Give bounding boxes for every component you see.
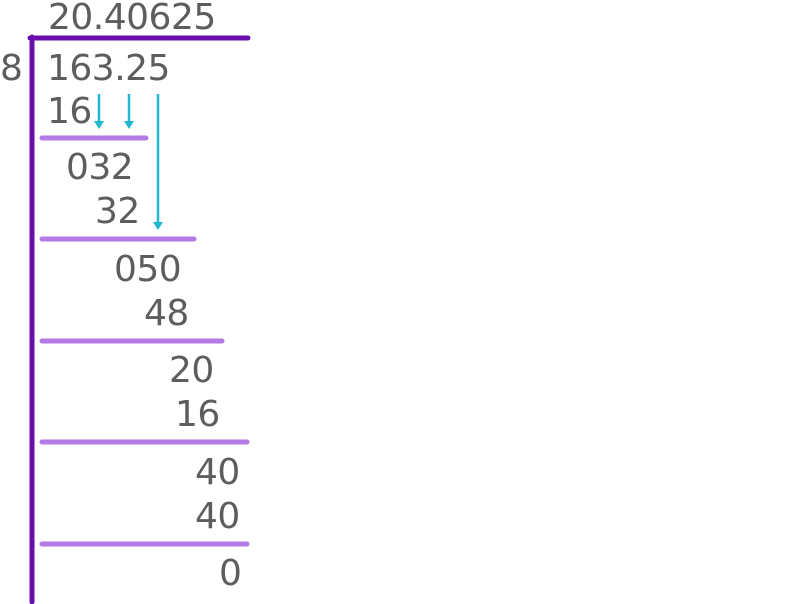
step-3-remainder: 20 xyxy=(169,350,214,391)
bring-down-arrow-2 xyxy=(124,94,134,129)
step-4-subtract: 16 xyxy=(175,394,220,435)
bring-down-arrow-3 xyxy=(153,94,163,230)
dividend: 163.25 xyxy=(47,48,170,89)
step-1-remainder: 032 xyxy=(66,147,134,188)
quotient: 20.40625 xyxy=(48,0,216,38)
final-remainder: 0 xyxy=(219,553,242,594)
step-2-remainder: 050 xyxy=(114,249,182,290)
step-1-subtract: 16 xyxy=(47,91,92,132)
step-4-remainder: 40 xyxy=(195,452,240,493)
step-5-subtract: 40 xyxy=(195,496,240,537)
step-2-subtract: 32 xyxy=(95,191,140,232)
bring-down-arrow-1 xyxy=(94,94,104,129)
step-3-subtract: 48 xyxy=(144,293,189,334)
divisor: 8 xyxy=(0,48,23,89)
